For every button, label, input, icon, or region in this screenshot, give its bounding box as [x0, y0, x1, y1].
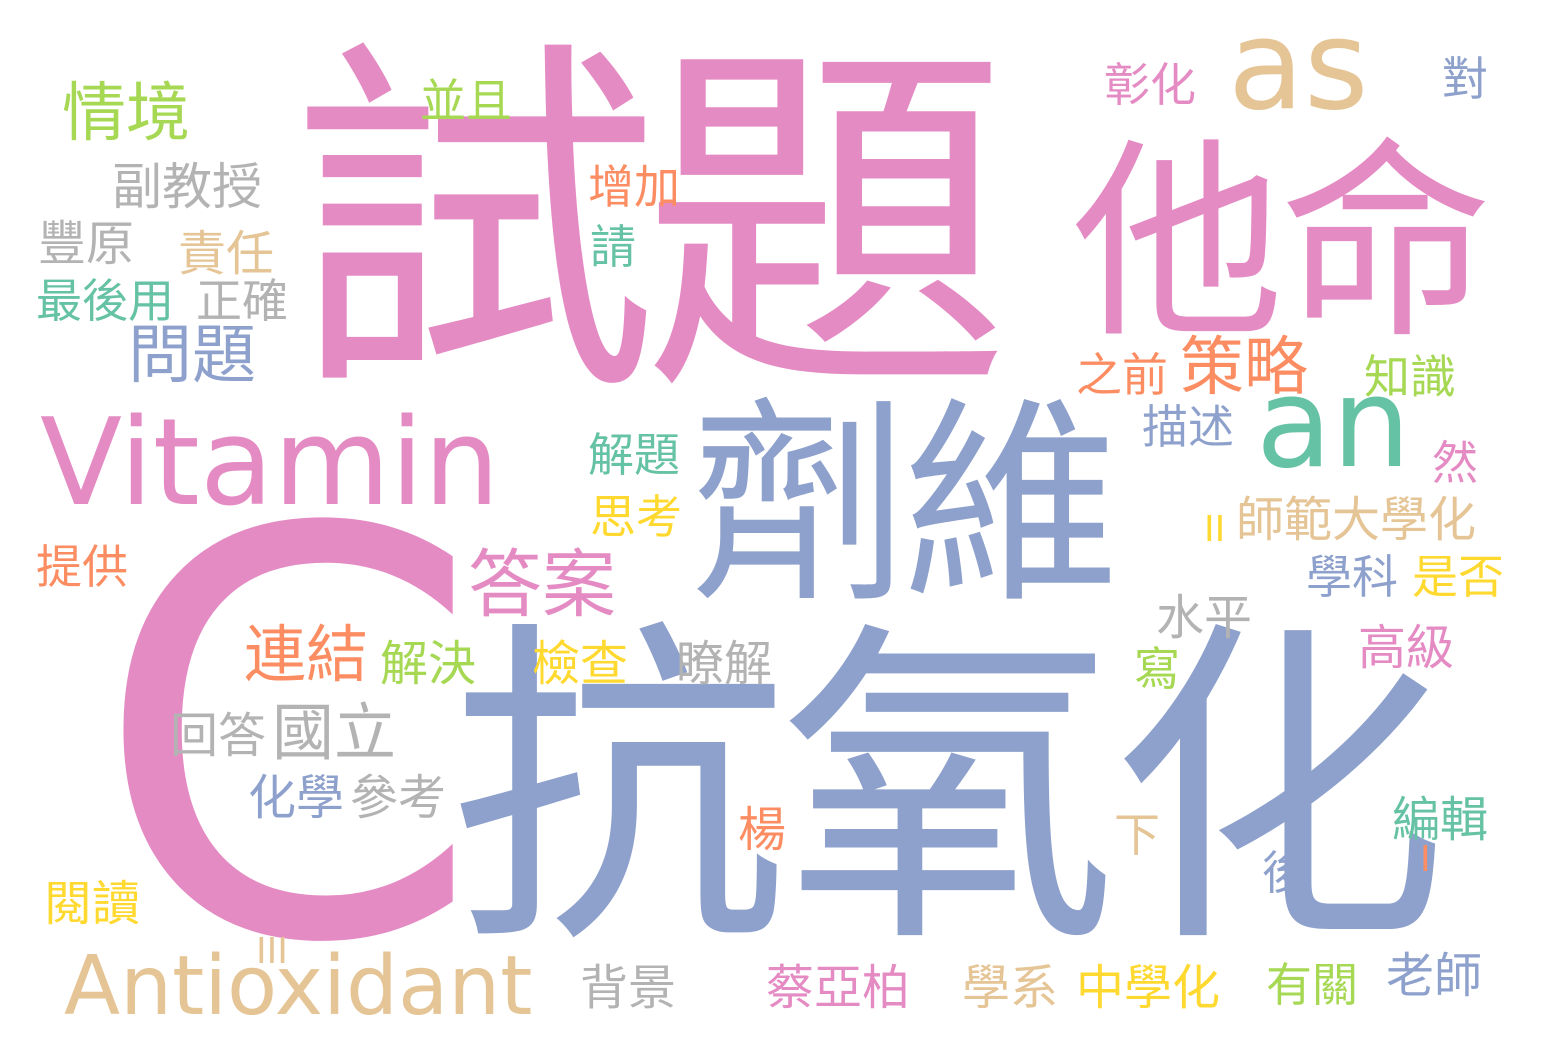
word-xie: 寫 — [1134, 642, 1180, 696]
word-qingjing: 情境 — [62, 77, 190, 151]
word-youguan: 有關 — [1266, 958, 1358, 1012]
word-zhengque: 正確 — [196, 274, 288, 328]
word-fujiaoshou: 副教授 — [112, 158, 262, 216]
word-yuedu: 閱讀 — [44, 876, 141, 932]
word-beijing: 背景 — [580, 960, 677, 1016]
word-jiancha: 檢查 — [532, 636, 629, 692]
word-i: I — [1420, 839, 1431, 880]
word-shuiping: 水平 — [1156, 590, 1253, 646]
word-zengjia: 增加 — [588, 160, 680, 214]
word-yang: 楊 — [738, 802, 787, 858]
word-caiyabo: 蔡亞柏 — [766, 960, 911, 1016]
word-antioxidant: Antioxidant — [64, 939, 533, 1034]
word-iii: III — [256, 931, 288, 972]
word-ran: 然 — [1432, 436, 1478, 490]
word-qing: 請 — [590, 220, 636, 274]
word-zhanghua: 彰化 — [1104, 58, 1196, 112]
word-guoli: 國立 — [272, 696, 397, 769]
word-miaoshu: 描述 — [1142, 400, 1234, 454]
word-taming: 他命 — [1072, 120, 1492, 367]
word-laoshi: 老師 — [1386, 948, 1483, 1004]
word-gaoji: 高級 — [1358, 620, 1455, 676]
word-huida: 回答 — [170, 708, 267, 764]
word-vitamin: Vitamin — [40, 394, 500, 533]
word-xia: 下 — [1114, 808, 1160, 862]
word-shifandaxuehua: 師範大學化 — [1236, 492, 1477, 548]
word-zuihouyong: 最後用 — [36, 274, 174, 328]
word-jieti: 解題 — [588, 428, 680, 482]
word-ii: II — [1204, 509, 1226, 550]
word-hou: 後 — [1262, 846, 1308, 900]
word-zeren: 責任 — [178, 226, 275, 282]
word-huaxue: 化學 — [248, 770, 345, 826]
word-shiti: 試題 — [290, 11, 1010, 440]
word-c: C — [92, 414, 484, 1052]
word-shifou: 是否 — [1412, 550, 1504, 604]
word-xuexi: 學系 — [962, 960, 1059, 1016]
word-wenti: 問題 — [128, 319, 256, 393]
word-daan: 答案 — [468, 542, 616, 628]
word-cankao: 參考 — [350, 770, 447, 826]
word-jiwei: 劑維 — [690, 380, 1120, 633]
word-dui: 對 — [1442, 52, 1488, 106]
word-bianji: 編輯 — [1392, 792, 1489, 848]
word-an: an — [1256, 352, 1411, 496]
word-tigong: 提供 — [36, 540, 128, 594]
word-zhongxuehua: 中學化 — [1076, 960, 1221, 1016]
word-as: as — [1228, 0, 1369, 138]
word-fengyuan: 豐原 — [38, 216, 135, 272]
word-kangyanghua: 抗氧化 — [450, 594, 1448, 988]
word-bingqie: 並且 — [420, 74, 512, 128]
word-celue: 策略 — [1180, 331, 1308, 405]
word-lianjie: 連結 — [244, 618, 369, 691]
word-zhishi: 知識 — [1364, 350, 1456, 404]
word-sikao: 思考 — [590, 490, 682, 544]
word-xueke: 學科 — [1306, 550, 1398, 604]
word-jiejue: 解決 — [380, 636, 477, 692]
word-zhiqian: 之前 — [1076, 348, 1168, 402]
word-liaojie: 瞭解 — [676, 636, 773, 692]
